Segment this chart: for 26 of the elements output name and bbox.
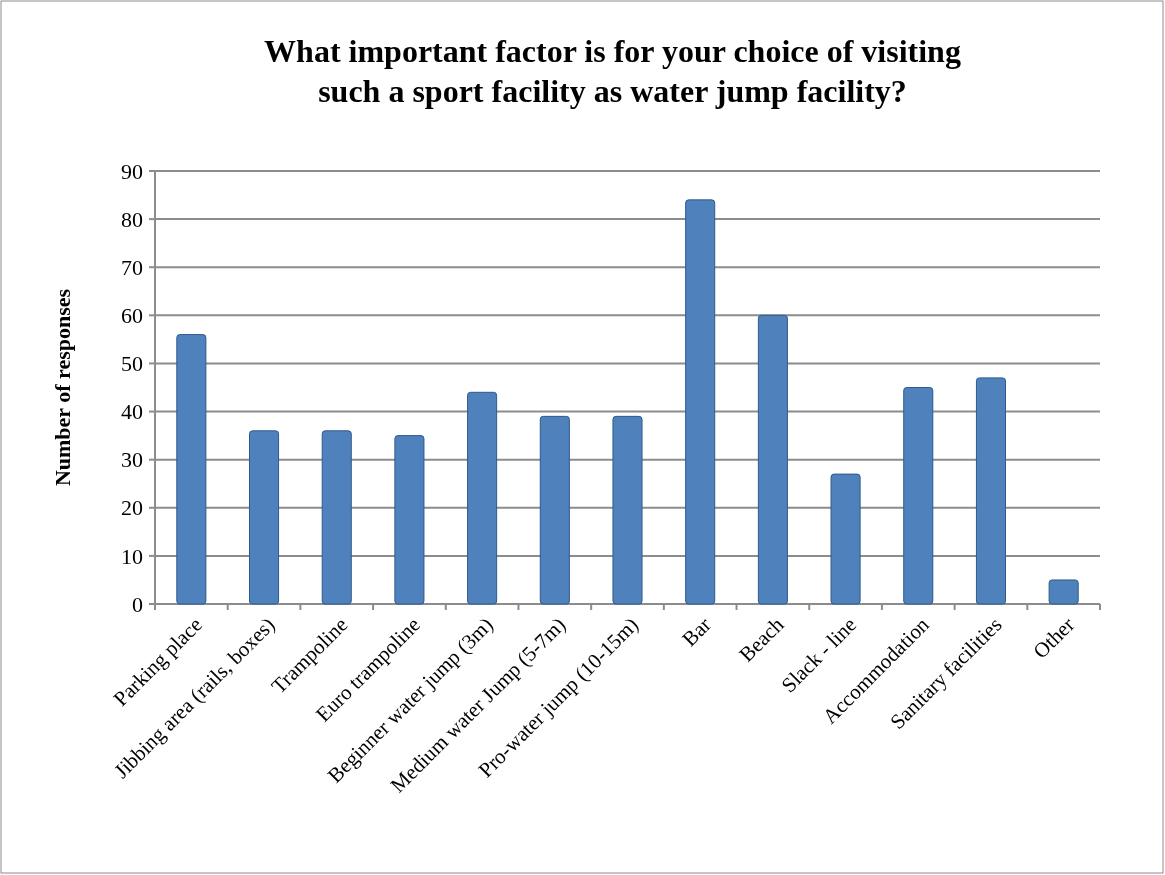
y-tick-label: 0: [132, 591, 143, 617]
bar: [539, 415, 570, 605]
x-tick-label: Bar: [677, 612, 716, 651]
y-tick-label: 60: [121, 303, 143, 329]
bar: [394, 435, 425, 605]
bar: [321, 430, 352, 605]
bar: [176, 334, 207, 605]
chart-title: What important factor is for your choice of visiting such a sport facility as water jump facility?: [264, 33, 961, 109]
y-tick-label: 80: [121, 206, 143, 232]
y-tick-label: 20: [121, 495, 143, 521]
y-tick-label: 10: [121, 543, 143, 569]
bar: [903, 387, 934, 605]
bar: [757, 314, 788, 605]
bar: [612, 415, 643, 605]
y-tick-label: 70: [121, 254, 143, 280]
y-axis-title: Number of responses: [50, 288, 75, 487]
y-tick-label: 50: [121, 351, 143, 377]
y-tick-label: 30: [121, 447, 143, 473]
y-tick-label: 40: [121, 399, 143, 425]
bar: [249, 430, 280, 605]
y-tick-label: 90: [121, 158, 143, 184]
bar: [685, 199, 716, 605]
bar: [975, 377, 1006, 605]
bar: [467, 391, 498, 605]
bar: [830, 473, 861, 605]
bar: [1048, 579, 1079, 605]
